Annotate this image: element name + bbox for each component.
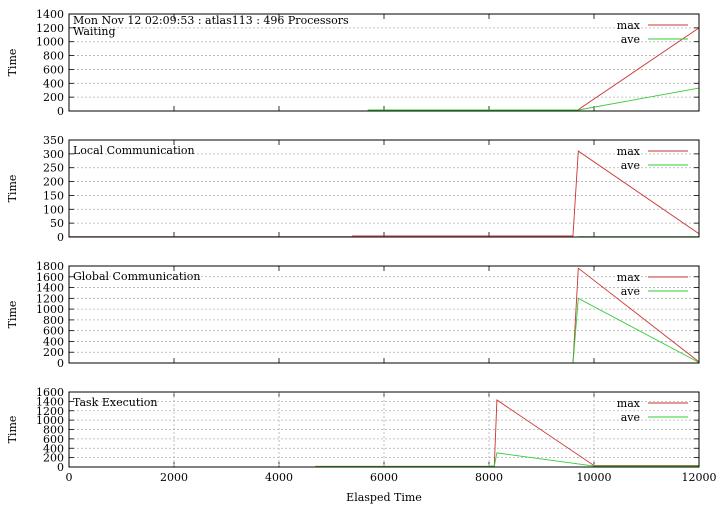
y-tick-label: 0 (57, 105, 64, 118)
series-line-max (69, 151, 699, 237)
x-tick-label: 12000 (682, 471, 717, 484)
legend-label: max (617, 19, 641, 32)
y-tick-label: 150 (43, 189, 64, 202)
x-tick-label: 10000 (577, 471, 612, 484)
y-tick-label: 1000 (36, 36, 64, 49)
legend-label: max (617, 271, 641, 284)
y-tick-label: 1600 (36, 386, 64, 399)
x-tick-label: 8000 (475, 471, 503, 484)
y-tick-label: 1400 (36, 8, 64, 21)
y-tick-label: 800 (43, 50, 64, 63)
y-tick-label: 350 (43, 134, 64, 147)
panel-title: Global Communication (73, 270, 201, 283)
chart-header: Mon Nov 12 02:09:53 : atlas113 : 496 Pro… (73, 14, 349, 27)
y-tick-label: 1200 (36, 22, 64, 35)
y-tick-label: 200 (43, 176, 64, 189)
y-axis-label: Time (6, 416, 19, 444)
legend-label: ave (621, 33, 640, 46)
y-tick-label: 0 (57, 231, 64, 244)
y-tick-label: 50 (50, 217, 64, 230)
y-tick-label: 400 (43, 77, 64, 90)
legend-label: max (617, 145, 641, 158)
legend-label: ave (621, 159, 640, 172)
series-line-ave (69, 298, 699, 363)
legend-label: max (617, 397, 641, 410)
y-tick-label: 200 (43, 91, 64, 104)
y-axis-label: Time (6, 301, 19, 329)
y-tick-label: 250 (43, 162, 64, 175)
y-axis-label: Time (6, 49, 19, 77)
legend-label: ave (621, 411, 640, 424)
legend-label: ave (621, 285, 640, 298)
series-line-max (69, 28, 699, 111)
y-axis-label: Time (6, 175, 19, 203)
panel-title: Local Communication (73, 144, 195, 157)
x-tick-label: 4000 (265, 471, 293, 484)
plot-frame (69, 14, 699, 111)
x-axis-label: Elasped Time (346, 491, 422, 504)
y-tick-label: 1800 (36, 260, 64, 273)
y-tick-label: 300 (43, 148, 64, 161)
y-tick-label: 600 (43, 63, 64, 76)
x-tick-label: 0 (66, 471, 73, 484)
panel-title: Task Execution (73, 396, 157, 409)
x-tick-label: 2000 (160, 471, 188, 484)
x-tick-label: 6000 (370, 471, 398, 484)
y-tick-label: 100 (43, 203, 64, 216)
